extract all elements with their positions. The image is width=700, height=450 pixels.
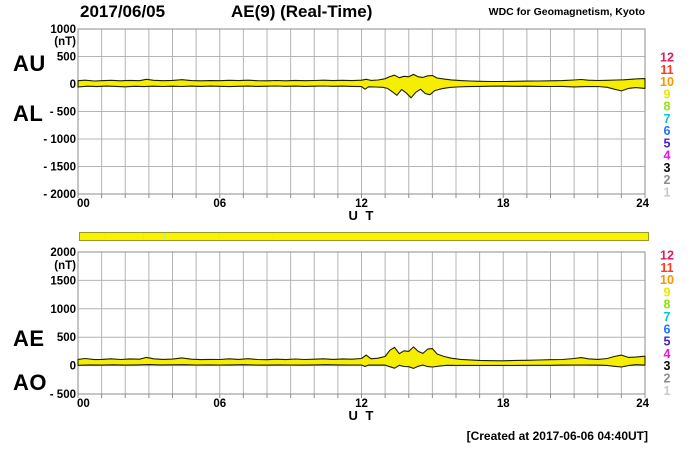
x-tick-label: 24 bbox=[636, 198, 649, 210]
x-tick-label: 12 bbox=[355, 198, 368, 210]
organization-label: WDC for Geomagnetism, Kyoto bbox=[488, 6, 645, 18]
station-number: 4 bbox=[664, 149, 671, 163]
station-number: 2 bbox=[664, 372, 671, 386]
unit-label-bottom: (nT) bbox=[54, 260, 76, 272]
station-number: 8 bbox=[664, 298, 671, 312]
station-number: 2 bbox=[664, 173, 671, 187]
x-tick-label: 24 bbox=[636, 398, 649, 410]
station-number: 3 bbox=[664, 161, 671, 175]
x-tick-label: 00 bbox=[77, 198, 90, 210]
axis-label-ae: AE bbox=[13, 326, 45, 351]
created-timestamp: [Created at 2017-06-06 04:40UT] bbox=[466, 429, 648, 443]
plot-border bbox=[77, 28, 646, 195]
station-number: 10 bbox=[660, 273, 674, 287]
xaxis-title-bottom: U T bbox=[348, 408, 376, 423]
y-tick-label: 1000 bbox=[50, 24, 76, 36]
station-number: 10 bbox=[660, 75, 674, 89]
station-number: 7 bbox=[664, 310, 671, 324]
y-tick-label: 0 bbox=[70, 79, 76, 91]
plot-date: 2017/06/05 bbox=[80, 2, 166, 21]
axis-label-au: AU bbox=[13, 51, 46, 76]
axis-label-al: AL bbox=[13, 101, 44, 126]
station-number: 5 bbox=[664, 136, 671, 150]
au-al-band bbox=[77, 73, 646, 99]
x-tick-label: 12 bbox=[355, 398, 368, 410]
station-number: 11 bbox=[660, 63, 673, 77]
y-tick-label: 2000 bbox=[50, 247, 76, 259]
x-tick-label: 18 bbox=[497, 198, 510, 210]
y-tick-label: 500 bbox=[57, 52, 76, 64]
station-number: 6 bbox=[664, 322, 671, 336]
y-tick-label: 1000 bbox=[50, 304, 76, 316]
x-tick-label: 18 bbox=[497, 398, 510, 410]
ae-ao-band bbox=[77, 346, 646, 369]
y-tick-label: 0 bbox=[70, 361, 76, 373]
y-tick-label: 1500 bbox=[50, 275, 76, 287]
station-number: 1 bbox=[664, 185, 671, 199]
station-number: 3 bbox=[664, 359, 671, 373]
station-number: 6 bbox=[664, 124, 671, 138]
plot-border bbox=[77, 251, 646, 395]
station-number: 7 bbox=[664, 112, 671, 126]
y-tick-label: - 500 bbox=[50, 107, 76, 119]
quality-bar-divider bbox=[143, 233, 145, 240]
quality-bar-divider bbox=[219, 233, 221, 240]
y-tick-label: - 500 bbox=[50, 389, 76, 401]
station-number: 12 bbox=[660, 249, 674, 263]
y-tick-label: - 2000 bbox=[43, 189, 76, 201]
station-number: 8 bbox=[664, 100, 671, 114]
x-tick-label: 06 bbox=[213, 198, 226, 210]
y-tick-label: - 1000 bbox=[43, 134, 76, 146]
station-number: 12 bbox=[660, 51, 674, 65]
data-quality-bar bbox=[79, 232, 649, 241]
x-tick-label: 00 bbox=[77, 398, 90, 410]
quality-bar-divider bbox=[273, 233, 275, 240]
xaxis-title-top: U T bbox=[348, 208, 376, 223]
y-tick-label: 500 bbox=[57, 332, 76, 344]
quality-bar-divider bbox=[105, 233, 107, 240]
axis-label-ao: AO bbox=[13, 370, 47, 395]
station-number: 4 bbox=[664, 347, 671, 361]
station-number: 1 bbox=[664, 384, 671, 398]
quality-bar-divider bbox=[164, 233, 166, 240]
plot-title: AE(9) (Real-Time) bbox=[231, 2, 373, 21]
station-number: 5 bbox=[664, 335, 671, 349]
unit-label-top: (nT) bbox=[54, 36, 76, 48]
station-number: 11 bbox=[660, 261, 673, 275]
y-tick-label: - 1500 bbox=[43, 162, 76, 174]
station-number: 9 bbox=[664, 87, 671, 101]
x-tick-label: 06 bbox=[213, 398, 226, 410]
station-number: 9 bbox=[664, 285, 671, 299]
